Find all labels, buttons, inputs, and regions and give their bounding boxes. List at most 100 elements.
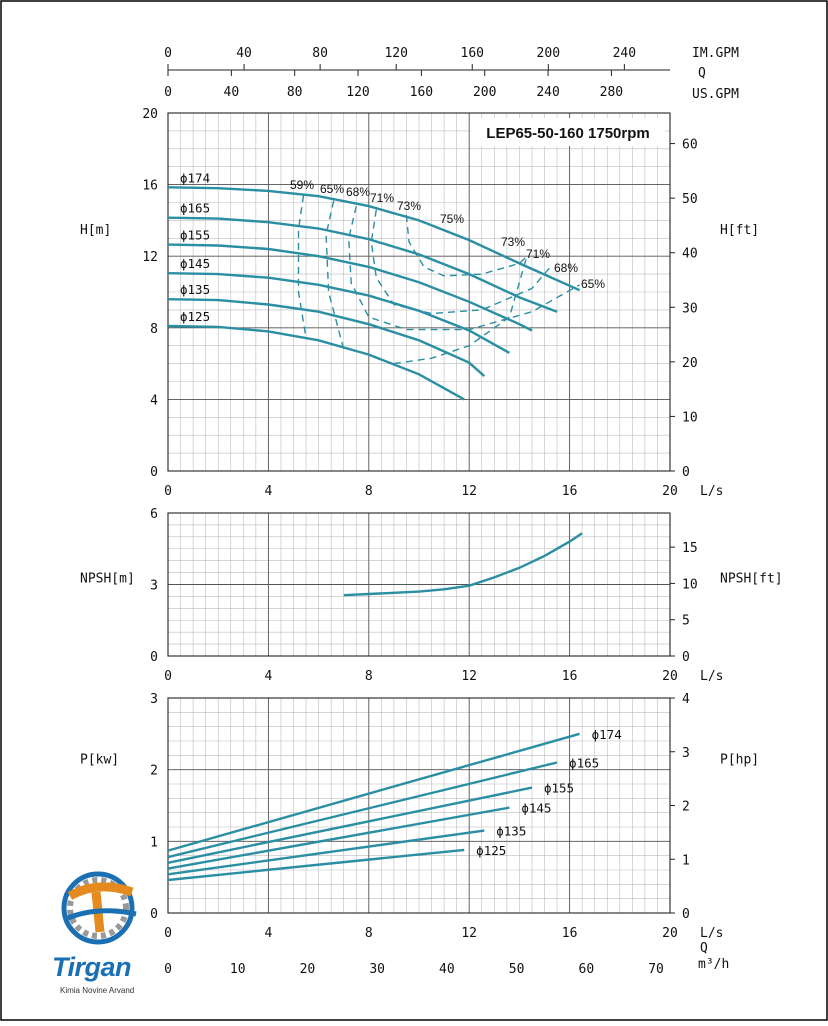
- x-tick-label: 8: [365, 669, 373, 684]
- logo-subtitle: Kimia Novine Arvand: [60, 986, 135, 995]
- power-curve-label: ϕ135: [496, 824, 526, 839]
- m3h-tick-label: 60: [579, 962, 595, 977]
- efficiency-line: [325, 200, 345, 350]
- y-right-tick-label: 15: [682, 541, 698, 556]
- y-right-tick-label: 3: [682, 746, 690, 761]
- x-tick-label: 4: [264, 669, 272, 684]
- us-gpm-tick-label: 240: [536, 85, 559, 100]
- power-curve-label: ϕ174: [592, 727, 622, 742]
- x-tick-label: 12: [461, 484, 477, 499]
- im-gpm-tick-label: 120: [384, 46, 407, 61]
- m3h-tick-label: 10: [230, 962, 246, 977]
- top-q-label: Q: [698, 66, 706, 81]
- power-curve: [167, 761, 558, 859]
- im-gpm-tick-label: 200: [537, 46, 560, 61]
- plot-area-border: [167, 512, 671, 657]
- y-axis-title: H[m]: [80, 223, 111, 238]
- y-right-tick-label: 0: [682, 465, 690, 480]
- x-tick-label: 12: [461, 926, 477, 941]
- efficiency-line: [347, 205, 580, 331]
- efficiency-label: 71%: [370, 191, 394, 205]
- efficiency-label: 65%: [320, 182, 344, 196]
- us-gpm-label: US.GPM: [692, 87, 739, 102]
- y-right-tick-label: 60: [682, 138, 698, 153]
- efficiency-label: 68%: [346, 185, 370, 199]
- us-gpm-tick-label: 40: [224, 85, 240, 100]
- tirgan-logo: Tirgan Kimia Novine Arvand: [46, 862, 158, 1002]
- power-curve-label: ϕ125: [476, 843, 506, 858]
- diameter-label: ϕ135: [180, 282, 210, 297]
- efficiency-line: [393, 256, 528, 365]
- y-axis-title: P[kw]: [80, 753, 119, 768]
- x-tick-label: 20: [662, 926, 678, 941]
- y-right-tick-label: 40: [682, 247, 698, 262]
- y-right-tick-label: 30: [682, 301, 698, 316]
- y-right-tick-label: 5: [682, 614, 690, 629]
- y-tick-label: 8: [150, 322, 158, 337]
- y-tick-label: 12: [142, 250, 158, 265]
- im-gpm-tick-label: 40: [236, 46, 252, 61]
- y-tick-label: 2: [150, 764, 158, 779]
- y-right-axis-title: H[ft]: [720, 223, 759, 238]
- x-tick-label: 4: [264, 926, 272, 941]
- y-tick-label: 3: [150, 692, 158, 707]
- y-tick-label: 0: [150, 465, 158, 480]
- y-right-tick-label: 20: [682, 356, 698, 371]
- x-tick-label: 0: [164, 484, 172, 499]
- y-right-tick-label: 10: [682, 410, 698, 425]
- m3h-tick-label: 30: [369, 962, 385, 977]
- im-gpm-tick-label: 80: [312, 46, 328, 61]
- y-right-tick-label: 0: [682, 907, 690, 922]
- y-tick-label: 1: [150, 835, 158, 850]
- efficiency-label: 59%: [290, 178, 314, 192]
- x-tick-label: 16: [562, 484, 578, 499]
- x-axis-label: L/s: [700, 926, 723, 941]
- diameter-label: ϕ165: [180, 201, 210, 216]
- gear-logo-icon: [61, 871, 137, 945]
- us-gpm-tick-label: 80: [287, 85, 303, 100]
- x-tick-label: 4: [264, 484, 272, 499]
- us-gpm-tick-label: 0: [164, 85, 172, 100]
- x-tick-label: 16: [562, 926, 578, 941]
- im-gpm-tick-label: 240: [613, 46, 636, 61]
- x-tick-label: 8: [365, 484, 373, 499]
- efficiency-line: [405, 214, 528, 277]
- y-right-tick-label: 10: [682, 577, 698, 592]
- logo-brand: Tirgan: [52, 952, 132, 982]
- efficiency-label: 65%: [581, 277, 605, 291]
- x-tick-label: 0: [164, 926, 172, 941]
- head-curve: [167, 272, 510, 354]
- diameter-label: ϕ145: [180, 256, 210, 271]
- head-curve: [167, 216, 558, 313]
- title-bg: [470, 118, 665, 146]
- plot-area-border: [167, 112, 671, 472]
- y-right-tick-label: 4: [682, 692, 690, 707]
- m3h-tick-label: 70: [648, 962, 664, 977]
- y-tick-label: 16: [142, 179, 158, 194]
- efficiency-label: 75%: [440, 212, 464, 226]
- us-gpm-tick-label: 160: [410, 85, 433, 100]
- y-tick-label: 0: [150, 650, 158, 665]
- power-curve-label: ϕ145: [521, 801, 551, 816]
- im-gpm-label: IM.GPM: [692, 46, 739, 61]
- y-tick-label: 0: [150, 907, 158, 922]
- y-tick-label: 3: [150, 579, 158, 594]
- y-tick-label: 4: [150, 393, 158, 408]
- power-curve-label: ϕ155: [544, 781, 574, 796]
- power-curve: [167, 806, 510, 870]
- head-curve: [167, 186, 581, 292]
- head-curve: [167, 324, 465, 401]
- x-axis-label: L/s: [700, 669, 723, 684]
- power-curve: [167, 732, 580, 852]
- efficiency-label: 68%: [554, 261, 578, 275]
- diameter-label: ϕ155: [180, 228, 210, 243]
- y-tick-label: 6: [150, 507, 158, 522]
- x-tick-label: 12: [461, 669, 477, 684]
- im-gpm-tick-label: 0: [164, 46, 172, 61]
- m3h-tick-label: 20: [300, 962, 316, 977]
- im-gpm-tick-label: 160: [461, 46, 484, 61]
- m3h-tick-label: 40: [439, 962, 455, 977]
- chart-title: LEP65-50-160 1750rpm: [486, 125, 649, 142]
